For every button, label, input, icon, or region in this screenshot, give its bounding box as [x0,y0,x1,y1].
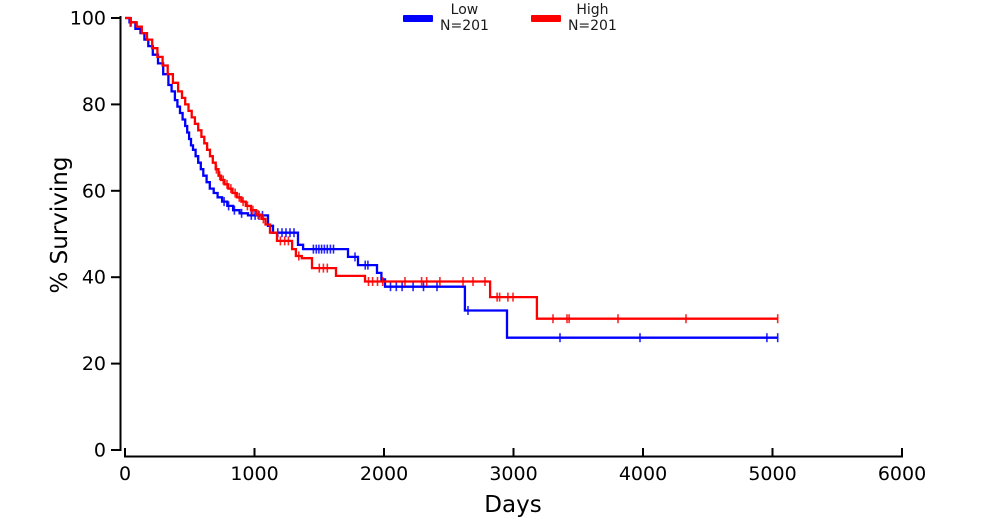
plot-legend: Low N=201 High N=201 [403,2,617,34]
y-tick-label: 80 [82,94,106,116]
legend-text-low: Low N=201 [440,2,489,34]
y-tick-label: 60 [82,180,106,202]
x-tick-label: 2000 [360,463,408,485]
legend-swatch-low [403,15,433,23]
y-tick-label: 100 [70,8,106,30]
legend-text-high: High N=201 [567,2,617,34]
legend-label-low: Low [450,2,479,18]
y-axis-title: % Surviving [47,156,73,294]
legend-swatch-high [530,15,561,23]
legend-label-high: High [576,2,609,18]
y-tick-label: 40 [82,267,106,289]
x-tick-label: 0 [119,463,131,485]
y-tick-label: 0 [94,440,106,462]
survival-curve-high [125,16,778,320]
x-tick-label: 5000 [748,463,796,485]
x-tick-label: 3000 [489,463,537,485]
x-axis-title: Days [484,492,542,518]
x-tick-label: 6000 [878,463,926,485]
legend-item-high: High N=201 [530,2,617,34]
legend-count-low: N=201 [440,17,489,34]
x-tick-label: 1000 [230,463,278,485]
legend-item-low: Low N=201 [403,2,489,34]
survival-curve-low [125,16,778,339]
x-tick-label: 4000 [619,463,667,485]
legend-count-high: N=201 [567,17,617,34]
y-tick-label: 20 [82,353,106,375]
